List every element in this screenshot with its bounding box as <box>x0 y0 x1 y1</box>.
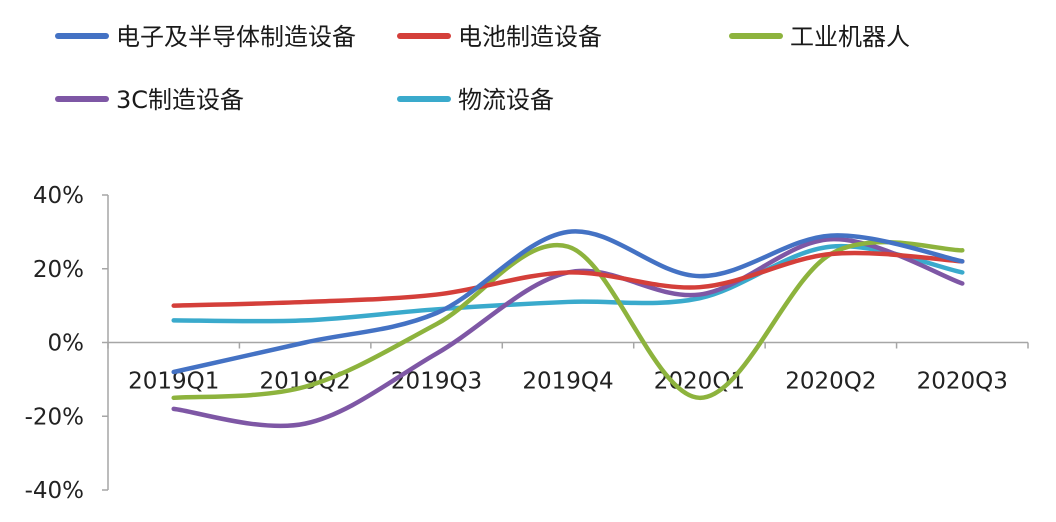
x-tick-label: 2019Q2 <box>260 369 351 395</box>
y-tick-label: -20% <box>25 404 84 430</box>
series-group <box>171 243 965 324</box>
series-line <box>171 243 965 324</box>
series-line <box>171 229 965 375</box>
x-tick-label: 2020Q2 <box>785 369 876 395</box>
legend-item: 3C制造设备 <box>55 86 244 114</box>
series-group <box>171 236 965 429</box>
legend-item: 物流设备 <box>397 86 554 114</box>
y-tick-label: 0% <box>48 331 85 357</box>
legend-label: 电子及半导体制造设备 <box>116 23 356 51</box>
legend-label: 物流设备 <box>458 86 554 114</box>
chart-legend: 电子及半导体制造设备 电池制造设备 工业机器人 3C制造设备 物流设备 <box>55 23 910 114</box>
series-line <box>171 250 965 308</box>
series-line <box>171 240 965 401</box>
y-tick-label: 20% <box>33 257 84 283</box>
watermark-text: 搜狐号@天天云网络李琳 <box>810 486 1031 510</box>
series-group <box>171 250 965 308</box>
legend-item: 电池制造设备 <box>397 23 602 51</box>
series-lines <box>171 229 965 429</box>
y-tick-label: 40% <box>33 183 84 209</box>
series-group <box>171 229 965 375</box>
legend-label: 电池制造设备 <box>458 23 602 51</box>
legend-item: 电子及半导体制造设备 <box>55 23 356 51</box>
legend-item: 工业机器人 <box>729 23 910 51</box>
legend-label: 工业机器人 <box>790 23 910 51</box>
x-tick-label: 2019Q4 <box>522 369 613 395</box>
legend-label: 3C制造设备 <box>116 86 244 114</box>
watermark: 搜狐号@天天云网络李琳 <box>810 486 1031 510</box>
series-line <box>171 236 965 429</box>
y-tick-label: -40% <box>25 478 84 504</box>
x-tick-label: 2020Q3 <box>917 369 1008 395</box>
y-axis: 40% 20% 0% -20% -40% <box>25 183 109 504</box>
x-axis: 2019Q1 2019Q2 2019Q3 2019Q4 2020Q1 2020Q2 2020… <box>107 341 1029 395</box>
